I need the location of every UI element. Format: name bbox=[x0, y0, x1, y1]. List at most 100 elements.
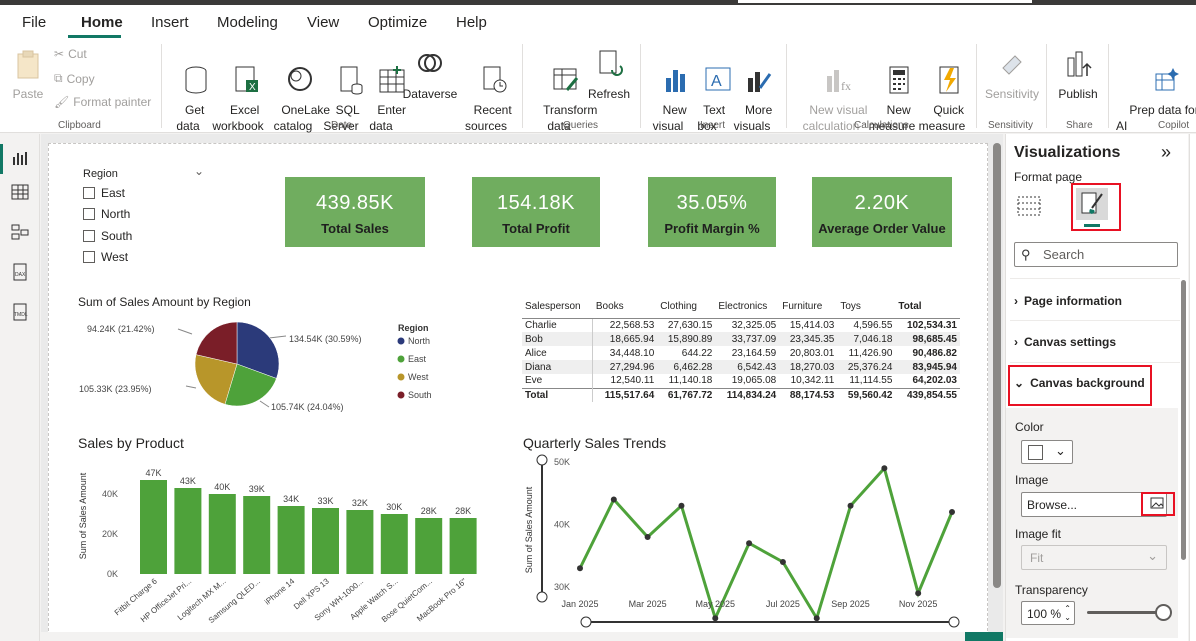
dax-query-view-icon[interactable]: DAX bbox=[10, 262, 30, 282]
bar[interactable] bbox=[346, 510, 374, 574]
table-header[interactable]: Books bbox=[592, 298, 658, 319]
excel-workbook-button[interactable]: X Excel workbook bbox=[210, 48, 266, 150]
checkbox[interactable] bbox=[83, 230, 95, 242]
checkbox[interactable] bbox=[83, 251, 95, 263]
sensitivity-button[interactable]: Sensitivity bbox=[984, 48, 1040, 102]
new-visual-calculation-button[interactable]: fx New visual calculation bbox=[796, 48, 867, 150]
section-canvas-background[interactable]: ⌄ Canvas background bbox=[1014, 376, 1145, 390]
enter-data-button[interactable]: Enter data bbox=[364, 48, 406, 150]
sql-server-button[interactable]: SQL Server bbox=[322, 48, 363, 150]
table-header[interactable]: Electronics bbox=[715, 298, 780, 319]
copy-button[interactable]: ⧉ Copy bbox=[54, 71, 95, 86]
line-point[interactable] bbox=[847, 502, 854, 509]
image-upload-icon[interactable] bbox=[1150, 497, 1164, 510]
transform-data-button[interactable]: Transform data bbox=[530, 48, 597, 150]
slicer-item-west[interactable]: West bbox=[83, 250, 128, 264]
stepper-icon[interactable]: ⌃ ⌄ bbox=[1064, 604, 1071, 622]
table-header[interactable]: Salesperson bbox=[522, 298, 593, 319]
line-point[interactable] bbox=[813, 615, 820, 622]
table-header-total[interactable]: Total bbox=[895, 298, 960, 319]
recent-sources-button[interactable]: Recent sources bbox=[460, 48, 512, 150]
line-point[interactable] bbox=[577, 565, 583, 572]
paste-button[interactable]: Paste bbox=[10, 48, 46, 102]
kpi-card-average-order-value[interactable]: 2.20K Average Order Value bbox=[812, 177, 952, 247]
table-header[interactable]: Toys bbox=[837, 298, 896, 319]
menu-help[interactable]: Help bbox=[456, 14, 487, 31]
checkbox[interactable] bbox=[83, 187, 95, 199]
table-row[interactable]: Bob 18,665.94 15,890.89 33,737.09 23,345.35 7… bbox=[522, 332, 960, 346]
pie-slice-north[interactable] bbox=[236, 321, 280, 379]
color-picker[interactable]: ⌄ bbox=[1021, 440, 1073, 464]
line-point[interactable] bbox=[746, 540, 753, 547]
bar[interactable] bbox=[415, 518, 443, 574]
line-point[interactable] bbox=[881, 465, 888, 472]
onelake-catalog-button[interactable]: OneLake catalog bbox=[268, 48, 330, 150]
tmdl-view-icon[interactable]: TMDL bbox=[10, 302, 30, 322]
table-row[interactable]: Diana 27,294.96 6,462.28 6,542.43 18,270.03 2… bbox=[522, 360, 960, 374]
model-view-icon[interactable] bbox=[10, 222, 30, 242]
line-series[interactable] bbox=[578, 465, 954, 623]
table-header[interactable]: Furniture bbox=[779, 298, 838, 319]
canvas-vertical-scrollbar[interactable] bbox=[993, 143, 1001, 588]
bar[interactable] bbox=[312, 508, 339, 574]
bar[interactable] bbox=[449, 518, 477, 574]
bar[interactable] bbox=[380, 514, 408, 574]
menu-optimize[interactable]: Optimize bbox=[368, 14, 428, 31]
report-view-icon[interactable] bbox=[10, 148, 30, 168]
slicer-item-south[interactable]: South bbox=[83, 229, 132, 243]
collapse-pane-icon[interactable]: » bbox=[1161, 142, 1172, 162]
quick-measure-button[interactable]: Quick measure bbox=[918, 48, 966, 150]
new-measure-button[interactable]: New measure bbox=[868, 48, 916, 150]
line-point[interactable] bbox=[644, 534, 651, 540]
table-view-icon[interactable] bbox=[10, 182, 30, 202]
format-painter-button[interactable]: 🖌 Format painter bbox=[54, 95, 152, 109]
table-row[interactable]: Eve 12,540.11 11,140.18 19,065.08 10,342.11 1… bbox=[522, 374, 960, 388]
legend-item-east[interactable]: East bbox=[408, 354, 427, 364]
kpi-card-total-profit[interactable]: 154.18K Total Profit bbox=[472, 177, 600, 247]
line-point[interactable] bbox=[678, 502, 685, 509]
prep-data-for-ai-button[interactable]: Prep data for C AI bbox=[1116, 48, 1196, 150]
kpi-card-profit-margin[interactable]: 35.05% Profit Margin % bbox=[648, 177, 776, 247]
section-page-information[interactable]: › Page information bbox=[1014, 294, 1123, 308]
line-chart[interactable]: Sum of Sales Amount 30K 40K 50K Jan 2025 Mar … bbox=[518, 452, 966, 632]
line-point[interactable] bbox=[949, 509, 955, 515]
menu-view[interactable]: View bbox=[307, 14, 340, 31]
menu-insert[interactable]: Insert bbox=[151, 14, 189, 31]
legend-item-north[interactable]: North bbox=[408, 336, 430, 346]
new-visual-button[interactable]: New visual bbox=[648, 48, 688, 150]
build-visual-icon[interactable] bbox=[1016, 194, 1042, 218]
menu-home[interactable]: Home bbox=[81, 14, 123, 31]
bar[interactable] bbox=[277, 506, 305, 574]
pie-slice-west[interactable] bbox=[194, 354, 238, 405]
get-data-button[interactable]: Get data bbox=[168, 48, 208, 150]
menu-file[interactable]: File bbox=[22, 14, 47, 31]
pie-slice-east[interactable] bbox=[224, 363, 277, 407]
slicer-item-north[interactable]: North bbox=[83, 207, 130, 221]
pie-slice-south[interactable] bbox=[195, 321, 238, 365]
line-point[interactable] bbox=[610, 496, 617, 503]
pane-scrollbar[interactable] bbox=[1181, 280, 1186, 560]
kpi-card-total-sales[interactable]: 439.85K Total Sales bbox=[285, 177, 425, 247]
refresh-button[interactable]: Refresh bbox=[588, 48, 630, 102]
x-slider-handle[interactable] bbox=[948, 616, 960, 628]
cut-button[interactable]: ✂ Cut bbox=[54, 47, 87, 61]
transparency-slider-track[interactable] bbox=[1087, 611, 1163, 614]
bar[interactable] bbox=[140, 480, 167, 574]
line-point[interactable] bbox=[779, 559, 786, 565]
y-slider-handle[interactable] bbox=[536, 591, 548, 603]
format-page-tab[interactable] bbox=[1076, 188, 1108, 220]
line-point[interactable] bbox=[915, 590, 922, 597]
sales-matrix-table[interactable]: Salesperson Books Clothing Electronics F… bbox=[522, 298, 960, 402]
checkbox[interactable] bbox=[83, 208, 95, 220]
menu-modeling[interactable]: Modeling bbox=[217, 14, 278, 31]
chevron-down-icon[interactable]: ⌄ bbox=[194, 164, 205, 178]
pie-chart[interactable]: 94.24K (21.42%) 134.54K (30.59%) 105.74K… bbox=[78, 312, 458, 422]
search-input[interactable]: Search bbox=[1014, 242, 1178, 267]
line-point[interactable] bbox=[712, 615, 719, 622]
slicer-item-east[interactable]: East bbox=[83, 186, 125, 200]
title-search-area[interactable] bbox=[738, 0, 1032, 3]
y-slider-handle[interactable] bbox=[536, 454, 548, 466]
bar[interactable] bbox=[243, 496, 271, 574]
transparency-slider-thumb[interactable] bbox=[1155, 604, 1172, 621]
